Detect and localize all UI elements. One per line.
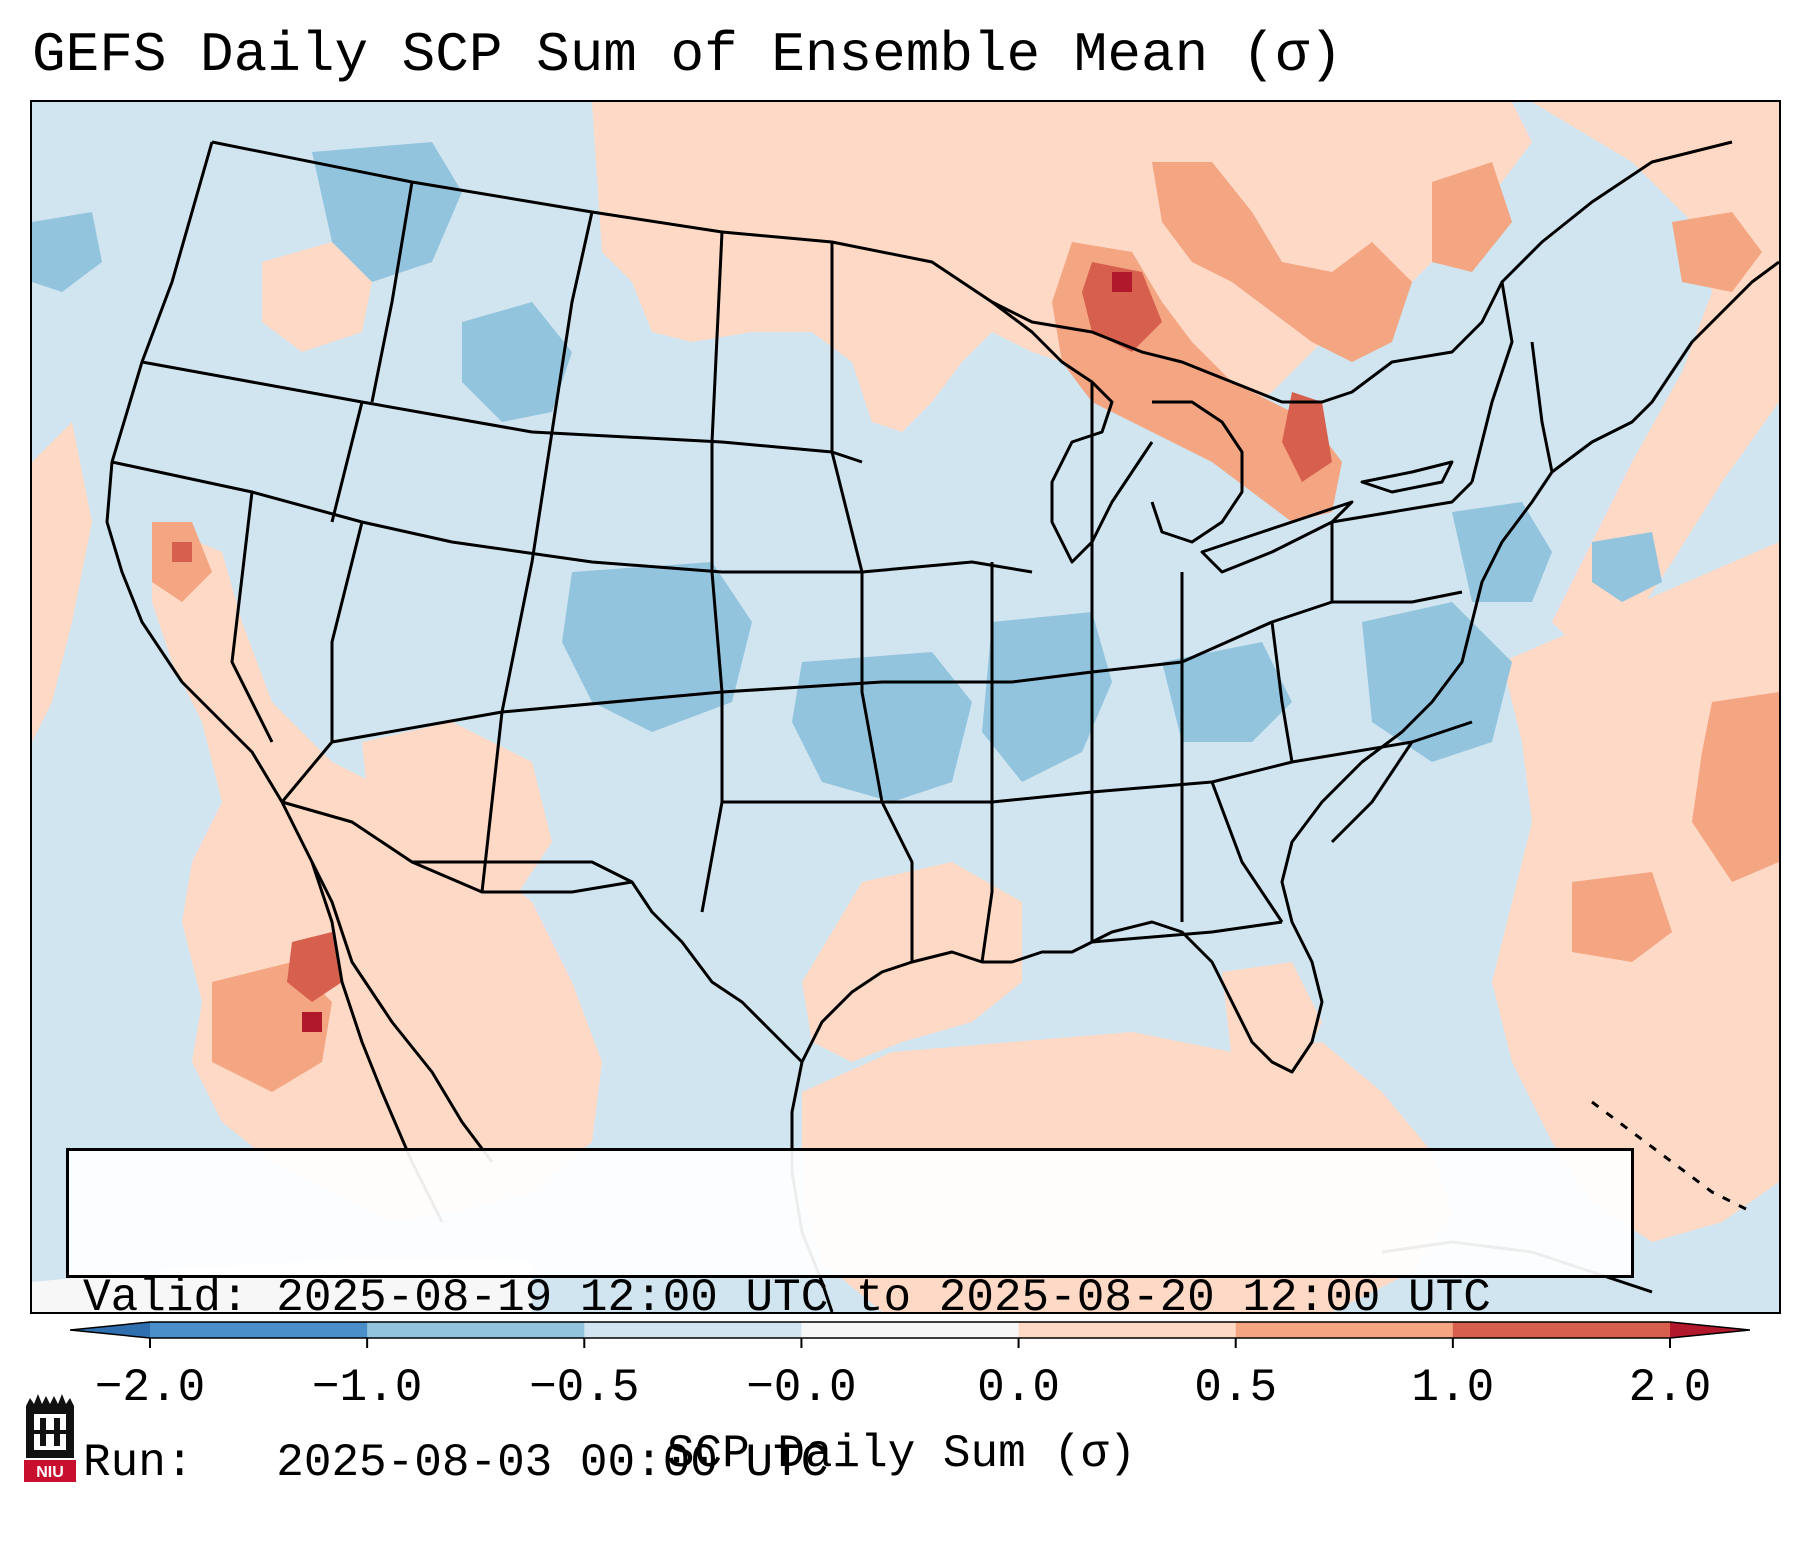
- colorbar-tick-label: −2.0: [94, 1362, 206, 1414]
- state-border: [1091, 590, 1463, 674]
- valid-time-text: Valid: 2025-08-19 12:00 UTC to 2025-08-2…: [83, 1272, 1491, 1324]
- negative-anomaly-regions: [32, 142, 1662, 802]
- bahamas-outline: [1591, 1100, 1753, 1214]
- lake-ontario-outline: [1360, 460, 1454, 494]
- logo-text: NIU: [36, 1464, 64, 1481]
- colorbar-tick-label: −0.5: [529, 1362, 640, 1414]
- state-border: [1470, 281, 1514, 483]
- map-title: GEFS Daily SCP Sum of Ensemble Mean (σ): [32, 23, 1343, 87]
- colorbar-segment: [367, 1322, 585, 1338]
- state-border: [480, 211, 594, 893]
- state-border: [280, 521, 364, 803]
- colorbar-tick-label: 2.0: [1628, 1362, 1712, 1414]
- state-border: [722, 720, 1473, 804]
- colorbar-tick-label: −1.0: [311, 1362, 423, 1414]
- colorbar-segment: [584, 1322, 802, 1338]
- gulf-of-california-coast: [310, 861, 494, 1163]
- colorbar-under-arrow: [70, 1322, 150, 1338]
- colorbar-segment: [801, 1322, 1020, 1338]
- colorbar-tick-label: −0.0: [746, 1362, 857, 1414]
- map-panel: [30, 100, 1781, 1314]
- state-border: [331, 670, 1093, 744]
- state-border: [1210, 781, 1284, 923]
- state-border: [980, 562, 994, 963]
- state-border: [1091, 920, 1283, 944]
- state-border: [700, 231, 724, 913]
- pacific-coastline: [105, 141, 444, 1223]
- logo-badge: [24, 1460, 76, 1482]
- niu-logo: NIU: [24, 1394, 76, 1482]
- political-borders: [105, 140, 1779, 1312]
- colorbar-label: SCP Daily Sum (σ): [666, 1428, 1137, 1480]
- strong-positive-regions: [172, 262, 1332, 1032]
- colorbar-over-arrow: [1670, 1322, 1750, 1338]
- lake-michigan-outline: [991, 300, 1154, 564]
- state-border: [1270, 621, 1294, 763]
- state-border: [230, 491, 274, 743]
- valid-time-box: Valid: 2025-08-19 12:00 UTC to 2025-08-2…: [66, 1148, 1634, 1489]
- colorbar-tick-label: 0.5: [1194, 1362, 1278, 1414]
- state-border: [1530, 341, 1554, 473]
- colorbar-tick-label: 1.0: [1411, 1362, 1495, 1414]
- state-border: [1330, 480, 1474, 602]
- colorbar-segment: [150, 1322, 368, 1338]
- us-mexico-border: [281, 800, 804, 1064]
- colorbar-segment: [1235, 1322, 1454, 1338]
- run-time-text: Run: 2025-08-03 00:00 UTC: [83, 1437, 829, 1489]
- colorbar-segment: [1018, 1322, 1237, 1338]
- state-border: [141, 360, 863, 464]
- gulf-and-atlantic-coastline: [800, 260, 1779, 1074]
- state-border: [330, 401, 364, 523]
- colorbar-segments: [70, 1321, 1750, 1348]
- state-border: [412, 860, 633, 884]
- state-border: [1330, 741, 1414, 844]
- state-border: [370, 181, 414, 403]
- lake-erie-outline: [1200, 500, 1354, 574]
- colorbar-segment: [1452, 1322, 1671, 1338]
- scp-anomaly-map: [32, 102, 1779, 1312]
- lake-huron-outline: [1150, 400, 1244, 544]
- state-border: [830, 242, 914, 962]
- us-canada-border: [211, 140, 1733, 404]
- state-border: [111, 460, 1033, 574]
- colorbar-tick-label: 0.0: [977, 1362, 1060, 1414]
- colorbar: [70, 1321, 1750, 1348]
